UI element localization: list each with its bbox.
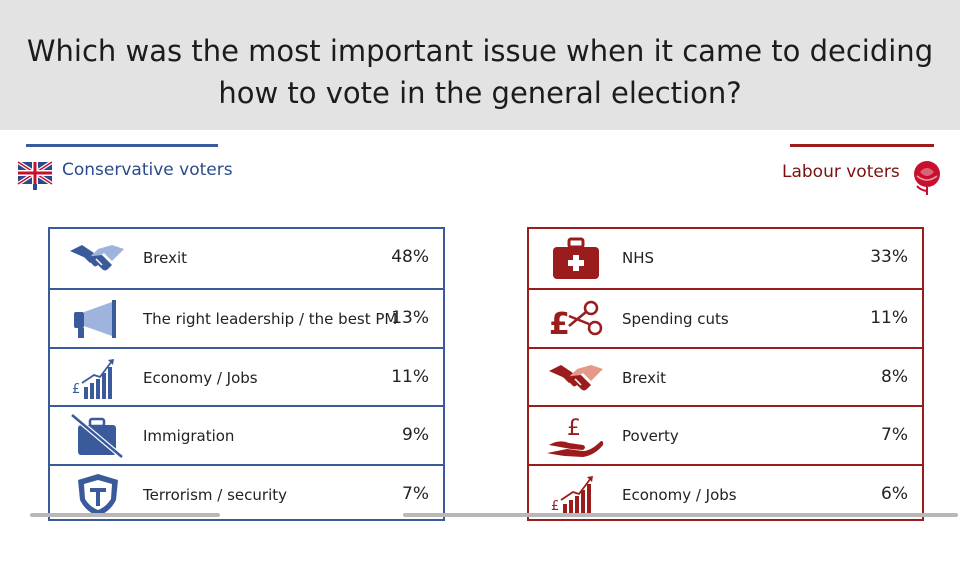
chart-title: Which was the most important issue when … [0,30,960,114]
conservative-tree-logo [16,160,54,190]
title-band: Which was the most important issue when … [0,0,960,130]
conservative-issue-row: £ Economy / Jobs 11% [50,346,443,406]
conservative-issue-percent: 11% [391,366,429,387]
handshake-icon [547,355,607,401]
conservative-issue-percent: 48% [391,247,429,267]
labour-issue-percent: 8% [881,366,908,387]
first-aid-kit-icon [547,235,607,281]
shield-icon [68,472,128,518]
labour-issue-percent: 33% [870,247,908,267]
conservative-issue-row: The right leadership / the best PM 13% [50,287,443,347]
handshake-icon [68,235,128,281]
labour-issue-row: £ Economy / Jobs 6% [529,464,922,523]
economy-chart-icon: £ [68,355,128,401]
title-line-2: how to vote in the general election? [218,76,742,110]
scrollbar-thumb-right[interactable] [403,513,958,517]
labour-issue-percent: 7% [881,425,908,446]
labour-rule [790,144,934,147]
conservative-issue-row: Brexit 48% [50,229,443,288]
conservative-issue-row: Immigration 9% [50,405,443,464]
labour-voters-label: Labour voters [782,162,900,182]
svg-text:£: £ [72,382,80,397]
labour-issue-row: £ Spending cuts 11% [529,287,922,347]
title-line-1: Which was the most important issue when … [26,34,934,68]
economy-chart-icon: £ [547,472,607,518]
conservative-issue-label: Economy / Jobs [143,368,258,387]
svg-text:£: £ [551,499,559,514]
labour-issues-panel: NHS 33% £ Spending cuts 11% Brexit 8% £ Poverty 7… [527,227,924,521]
labour-issue-label: NHS [622,249,655,267]
scrollbar-thumb-left[interactable] [30,513,220,517]
conservative-issue-row: Terrorism / security 7% [50,464,443,523]
conservative-issue-percent: 9% [402,425,429,446]
conservative-issue-label: Terrorism / security [143,486,288,505]
labour-issue-row: NHS 33% [529,229,922,288]
conservative-rule [26,144,218,147]
suitcase-crossed-icon [68,413,128,460]
conservative-issue-percent: 13% [391,307,429,328]
svg-text:£: £ [567,416,581,441]
conservative-issue-label: Immigration [143,427,235,446]
labour-issue-row: Brexit 8% [529,346,922,406]
labour-issue-label: Poverty [622,427,679,446]
conservative-issues-panel: Brexit 48% The right leadership / the best… [48,227,445,521]
labour-rose-logo [914,161,940,195]
labour-issue-row: £ Poverty 7% [529,405,922,464]
conservative-issue-percent: 7% [402,484,429,505]
pound-scissors-icon: £ [547,296,607,342]
horizontal-scrollbar[interactable] [0,511,960,519]
labour-issue-percent: 11% [870,307,908,328]
megaphone-icon [68,296,128,342]
svg-text:£: £ [549,307,570,342]
conservative-issue-label: Brexit [143,249,188,267]
pound-hand-icon: £ [547,413,607,459]
labour-issue-percent: 6% [881,484,908,505]
labour-issue-label: Brexit [622,368,667,387]
labour-issue-label: Economy / Jobs [622,486,737,505]
conservative-voters-label: Conservative voters [62,160,233,180]
conservative-issue-label: The right leadership / the best PM [143,309,398,328]
labour-issue-label: Spending cuts [622,309,729,328]
